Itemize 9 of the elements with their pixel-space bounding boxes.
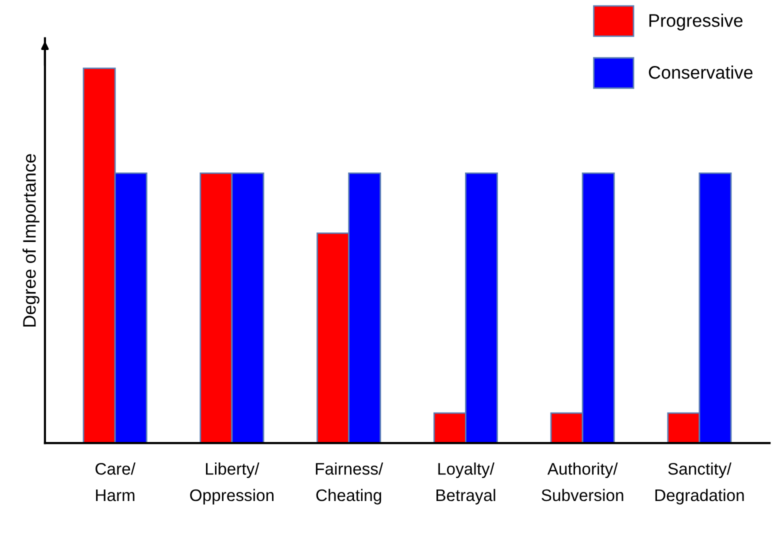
legend-label: Conservative: [648, 66, 753, 79]
x-tick-label: Care/ Harm: [96, 462, 136, 502]
x-tick-label: Fairness/ Cheating: [316, 462, 384, 504]
y-axis-title: Degree of Importance: [22, 154, 40, 327]
legend-label: Progressive: [649, 14, 742, 30]
x-tick-label: Loyalty/ Betrayal: [436, 462, 496, 504]
x-tick-label: Liberty/ Oppression: [190, 462, 274, 504]
x-tick-label: Sanctity/ Degradation: [655, 462, 744, 504]
x-tick-label: Authority/ Subversion: [542, 462, 624, 502]
